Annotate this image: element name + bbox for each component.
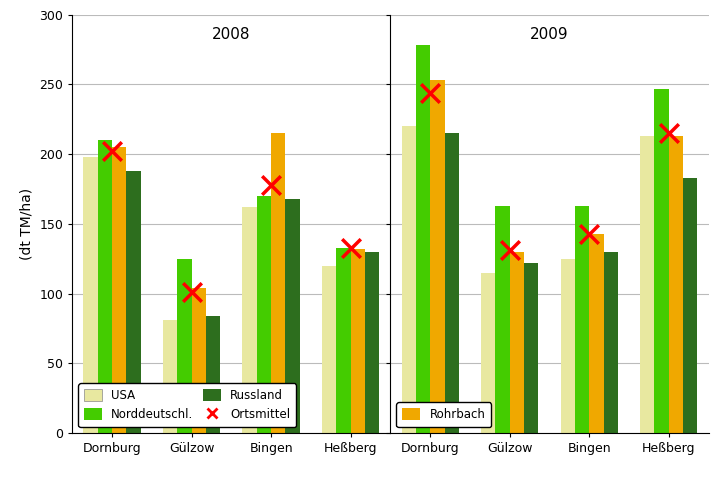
Bar	[98, 140, 112, 433]
Bar	[112, 147, 127, 433]
Bar	[445, 133, 459, 433]
Bar	[683, 178, 698, 433]
Bar	[271, 133, 286, 433]
Bar	[242, 207, 257, 433]
Bar	[177, 259, 192, 433]
Bar	[669, 136, 683, 433]
Bar	[322, 266, 336, 433]
Point	[186, 288, 197, 296]
Bar	[575, 206, 589, 433]
Bar	[495, 206, 510, 433]
Bar	[524, 263, 539, 433]
Bar	[336, 247, 351, 433]
Legend: Rohrbach: Rohrbach	[396, 402, 491, 427]
Bar	[560, 259, 575, 433]
Bar	[604, 252, 618, 433]
Legend: USA, Norddeutschl., Russland, Ortsmittel: USA, Norddeutschl., Russland, Ortsmittel	[78, 383, 296, 427]
Bar	[127, 171, 141, 433]
Bar	[192, 288, 206, 433]
Bar	[206, 316, 221, 433]
Bar	[163, 320, 177, 433]
Text: 2009: 2009	[530, 27, 569, 42]
Point	[106, 148, 118, 155]
Point	[424, 89, 436, 97]
Y-axis label: (dt TM/ha): (dt TM/ha)	[20, 188, 34, 260]
Bar	[401, 126, 416, 433]
Bar	[286, 199, 300, 433]
Bar	[481, 273, 495, 433]
Bar	[83, 157, 98, 433]
Point	[583, 230, 595, 238]
Bar	[365, 252, 380, 433]
Text: 2008: 2008	[212, 27, 251, 42]
Point	[504, 246, 515, 254]
Bar	[510, 252, 524, 433]
Bar	[654, 89, 669, 433]
Bar	[351, 249, 365, 433]
Bar	[589, 234, 604, 433]
Bar	[640, 136, 654, 433]
Bar	[430, 80, 445, 433]
Point	[265, 181, 277, 189]
Point	[345, 244, 356, 251]
Point	[663, 129, 675, 137]
Bar	[257, 196, 271, 433]
Bar	[416, 45, 430, 433]
